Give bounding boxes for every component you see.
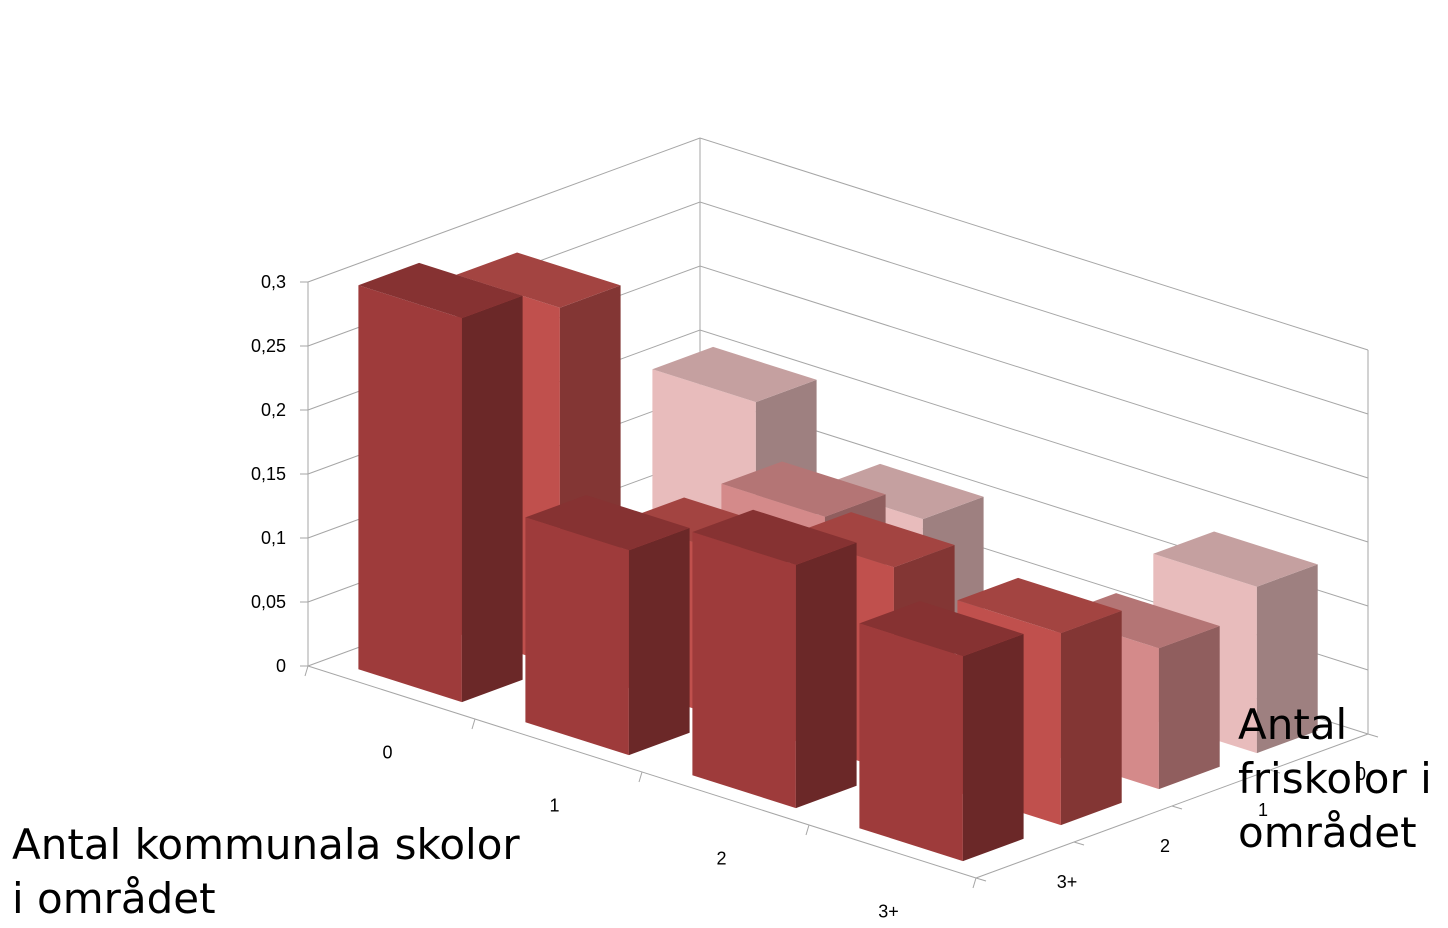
y-tick-mark — [1171, 805, 1183, 810]
y-axis-title: Antal friskolor i området — [1238, 700, 1432, 857]
bar-top-face — [652, 346, 817, 403]
x-tick-label: 2 — [716, 849, 726, 869]
bar-front-face — [859, 623, 963, 862]
bar-side-face — [461, 295, 523, 703]
bar-side-face — [962, 634, 1024, 862]
y-tick-mark — [1367, 733, 1379, 738]
bar — [692, 509, 857, 809]
bar-side-face — [795, 542, 857, 809]
z-tick-label: 0,15 — [251, 464, 286, 484]
bar — [859, 601, 1024, 862]
x-tick-label: 3+ — [878, 902, 899, 922]
y-tick-label: 1 — [1258, 800, 1268, 820]
bar-top-face — [525, 495, 690, 551]
x-tick-mark — [471, 718, 476, 730]
y-tick-label: 0 — [1356, 764, 1366, 784]
z-tick-label: 0,3 — [261, 272, 286, 292]
x-tick-mark — [638, 771, 643, 783]
x-tick-label: 0 — [382, 743, 392, 763]
bar-top-face — [692, 509, 857, 565]
x-tick-mark — [304, 665, 309, 677]
bar-front-face — [525, 517, 629, 756]
x-tick-label: 1 — [549, 796, 559, 816]
z-tick-label: 0,25 — [251, 336, 286, 356]
x-tick-mark — [972, 877, 977, 889]
bar-top-face — [358, 262, 523, 319]
y-tick-label: 3+ — [1057, 872, 1078, 892]
z-tick-label: 0,05 — [251, 592, 286, 612]
bar-front-face — [692, 532, 796, 809]
y-tick-mark — [975, 877, 987, 882]
y-tick-mark — [1269, 769, 1281, 774]
bar-top-face — [790, 512, 955, 568]
y-tick-label: 2 — [1160, 836, 1170, 856]
bar-side-face — [1256, 564, 1318, 754]
bars — [358, 252, 1318, 862]
x-tick-mark — [805, 824, 810, 836]
bar-side-face — [1060, 610, 1122, 826]
bar-top-face — [1153, 531, 1318, 587]
x-axis-title: Antal kommunala skolor i området — [12, 820, 520, 923]
bar-top-face — [859, 601, 1024, 657]
bar — [525, 495, 690, 756]
bar-side-face — [628, 528, 690, 756]
bar-top-face — [721, 461, 886, 517]
bar-side-face — [1158, 626, 1220, 790]
bar — [358, 262, 523, 703]
y-tick-mark — [1073, 841, 1085, 846]
z-tick-label: 0 — [276, 656, 286, 676]
z-tick-label: 0,1 — [261, 528, 286, 548]
z-tick-label: 0,2 — [261, 400, 286, 420]
tick-labels: 0 0,05 0,1 0,15 0,2 0,25 0,3 0 1 2 3+ 0 1 2 3+ — [251, 272, 1366, 922]
bar-top-face — [957, 577, 1122, 634]
bar-front-face — [358, 285, 462, 703]
bar-top-face — [819, 463, 984, 520]
bar-top-face — [456, 252, 621, 308]
